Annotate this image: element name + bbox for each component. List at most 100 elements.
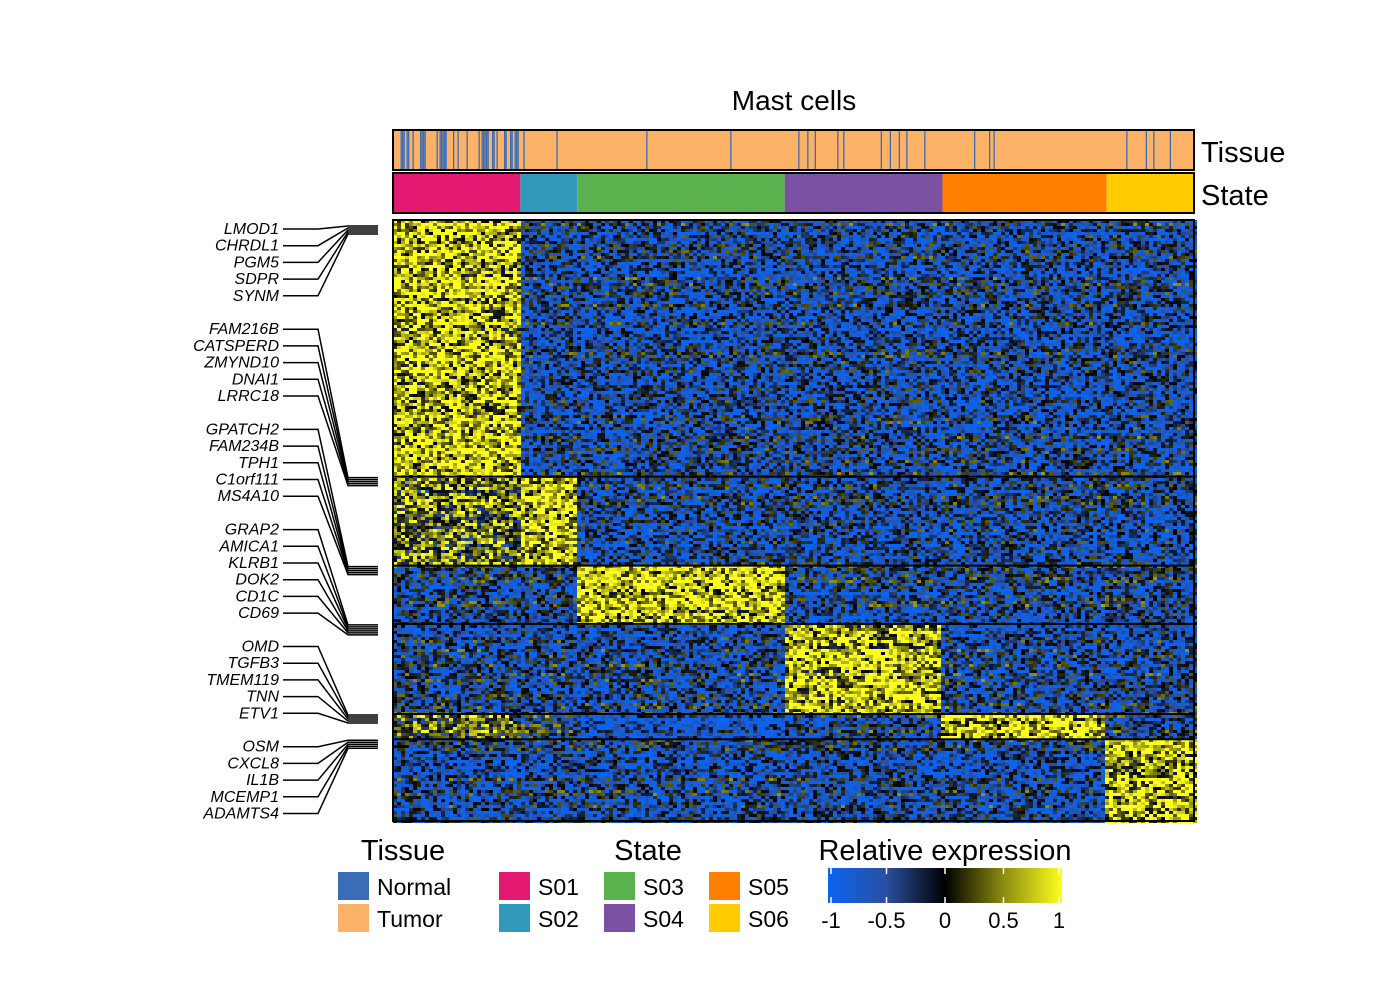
- heatmap-cell: [1025, 247, 1029, 250]
- heatmap-cell: [653, 268, 657, 271]
- heatmap-cell: [645, 223, 649, 226]
- heatmap-cell: [569, 265, 573, 268]
- heatmap-cell: [533, 271, 537, 274]
- heatmap-cell: [573, 256, 577, 259]
- heatmap-cell: [533, 238, 537, 241]
- heatmap-cell: [973, 271, 977, 274]
- heatmap-cell: [825, 268, 829, 271]
- heatmap-cell: [833, 244, 837, 247]
- heatmap-cell: [1089, 259, 1093, 262]
- heatmap-cell: [785, 268, 789, 271]
- heatmap-cell: [1093, 259, 1097, 262]
- heatmap-cell: [509, 223, 513, 226]
- heatmap-cell: [1189, 250, 1193, 253]
- heatmap-cell: [957, 247, 961, 250]
- heatmap-cell: [1025, 223, 1029, 226]
- heatmap-cell: [577, 277, 581, 280]
- heatmap-cell: [577, 241, 581, 244]
- heatmap-cell: [801, 274, 805, 277]
- heatmap-cell: [581, 238, 585, 241]
- heatmap-cell: [473, 232, 477, 235]
- heatmap-cell: [897, 256, 901, 259]
- heatmap-cell: [729, 235, 733, 238]
- heatmap-cell: [1049, 250, 1053, 253]
- heatmap-cell: [577, 238, 581, 241]
- heatmap-cell: [525, 244, 529, 247]
- heatmap-cell: [465, 232, 469, 235]
- heatmap-cell: [909, 268, 913, 271]
- heatmap-cell: [837, 265, 841, 268]
- heatmap-cell: [537, 271, 541, 274]
- heatmap-cell: [481, 235, 485, 238]
- heatmap-cell: [509, 241, 513, 244]
- heatmap-cell: [909, 238, 913, 241]
- heatmap-cell: [853, 268, 857, 271]
- heatmap-cell: [745, 244, 749, 247]
- heatmap-cell: [421, 268, 425, 271]
- heatmap-cell: [941, 268, 945, 271]
- heatmap-cell: [613, 250, 617, 253]
- heatmap-cell: [629, 262, 633, 265]
- heatmap-cell: [673, 274, 677, 277]
- heatmap-cell: [493, 244, 497, 247]
- heatmap-cell: [705, 271, 709, 274]
- heatmap-cell: [873, 268, 877, 271]
- heatmap-cell: [885, 265, 889, 268]
- heatmap-cell: [1041, 274, 1045, 277]
- heatmap-cell: [813, 235, 817, 238]
- heatmap-cell: [773, 229, 777, 232]
- heatmap-cell: [1121, 265, 1125, 268]
- heatmap-cell: [709, 238, 713, 241]
- heatmap-cell: [413, 247, 417, 250]
- heatmap-cell: [761, 223, 765, 226]
- heatmap-cell: [461, 268, 465, 271]
- heatmap-cell: [993, 271, 997, 274]
- heatmap-cell: [693, 268, 697, 271]
- heatmap-cell: [1081, 244, 1085, 247]
- heatmap-cell: [597, 226, 601, 229]
- heatmap-cell: [1181, 235, 1185, 238]
- heatmap-cell: [901, 265, 905, 268]
- tissue-normal-cell: [401, 131, 402, 169]
- heatmap-cell: [761, 232, 765, 235]
- heatmap-cell: [645, 265, 649, 268]
- heatmap-cell: [1165, 226, 1169, 229]
- heatmap-cell: [1141, 229, 1145, 232]
- heatmap-cell: [1037, 250, 1041, 253]
- heatmap-cell: [1045, 262, 1049, 265]
- heatmap-cell: [713, 229, 717, 232]
- heatmap-cell: [553, 277, 557, 280]
- heatmap-cell: [449, 223, 453, 226]
- tissue-normal-cell: [504, 131, 505, 169]
- heatmap-cell: [1137, 244, 1141, 247]
- heatmap-cell: [1065, 259, 1069, 262]
- heatmap-cell: [405, 229, 409, 232]
- heatmap-cell: [1153, 235, 1157, 238]
- heatmap-cell: [1121, 262, 1125, 265]
- heatmap-cell: [521, 226, 525, 229]
- heatmap-cell: [777, 271, 781, 274]
- heatmap-cell: [777, 229, 781, 232]
- heatmap-cell: [665, 232, 669, 235]
- tissue-normal-cell: [453, 131, 454, 169]
- heatmap-cell: [653, 271, 657, 274]
- heatmap-cell: [553, 265, 557, 268]
- heatmap-cell: [821, 262, 825, 265]
- heatmap-cell: [1025, 241, 1029, 244]
- heatmap-cell: [1153, 274, 1157, 277]
- heatmap-cell: [461, 277, 465, 280]
- heatmap-cell: [533, 229, 537, 232]
- heatmap-cell: [1157, 235, 1161, 238]
- heatmap-cell: [1061, 274, 1065, 277]
- heatmap-cell: [553, 271, 557, 274]
- heatmap-cell: [1169, 253, 1173, 256]
- heatmap-cell: [1017, 232, 1021, 235]
- heatmap-cell: [761, 235, 765, 238]
- heatmap-cell: [861, 271, 865, 274]
- heatmap-cell: [401, 256, 405, 259]
- heatmap-cell: [925, 262, 929, 265]
- heatmap-cell: [1001, 274, 1005, 277]
- heatmap-cell: [1181, 226, 1185, 229]
- heatmap-cell: [1073, 268, 1077, 271]
- heatmap-cell: [937, 244, 941, 247]
